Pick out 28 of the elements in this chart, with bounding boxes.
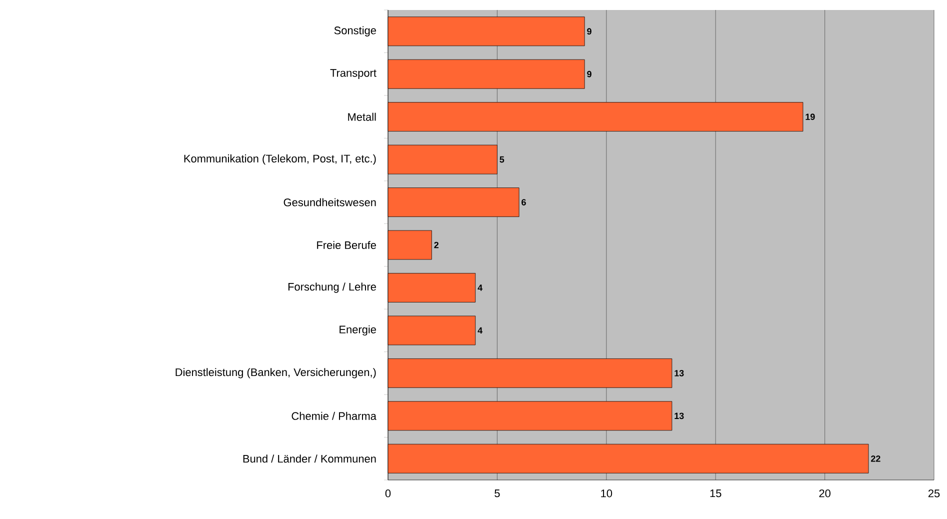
data-label: 4 — [478, 327, 483, 334]
y-tick-label: Forschung / Lehre — [288, 282, 376, 293]
data-label: 4 — [478, 284, 483, 291]
data-label: 9 — [587, 28, 592, 35]
data-label: 5 — [500, 156, 504, 163]
x-tick-label: 15 — [710, 490, 722, 498]
data-label: 2 — [434, 242, 439, 248]
data-label: 6 — [522, 199, 526, 206]
x-tick-label: 10 — [601, 490, 612, 498]
x-tick-label: 25 — [928, 490, 940, 498]
y-tick-label: Energie — [340, 325, 376, 336]
y-tick-label: Dienstleistung (Banken, Versicherungen,) — [176, 368, 376, 378]
y-tick-label: Metall — [348, 112, 376, 121]
y-tick-label: Sonstige — [334, 26, 376, 36]
x-tick-label: 5 — [494, 490, 500, 498]
y-tick-label: Bund / Länder / Kommunen — [243, 454, 376, 463]
data-label: 13 — [674, 412, 684, 420]
y-tick-label: Gesundheitswesen — [284, 198, 376, 206]
data-label: 19 — [806, 114, 815, 120]
data-label: 22 — [871, 455, 880, 462]
y-tick-label: Chemie / Pharma — [292, 412, 376, 420]
x-tick-label: 0 — [385, 490, 391, 498]
y-tick-label: Kommunikation (Telekom, Post, IT, etc.) — [184, 154, 376, 165]
y-tick-label: Freie Berufe — [317, 240, 376, 250]
x-tick-label: 20 — [819, 490, 830, 498]
data-label: 13 — [674, 370, 684, 376]
y-tick-label: Transport — [330, 69, 376, 79]
data-label: 9 — [587, 70, 592, 78]
